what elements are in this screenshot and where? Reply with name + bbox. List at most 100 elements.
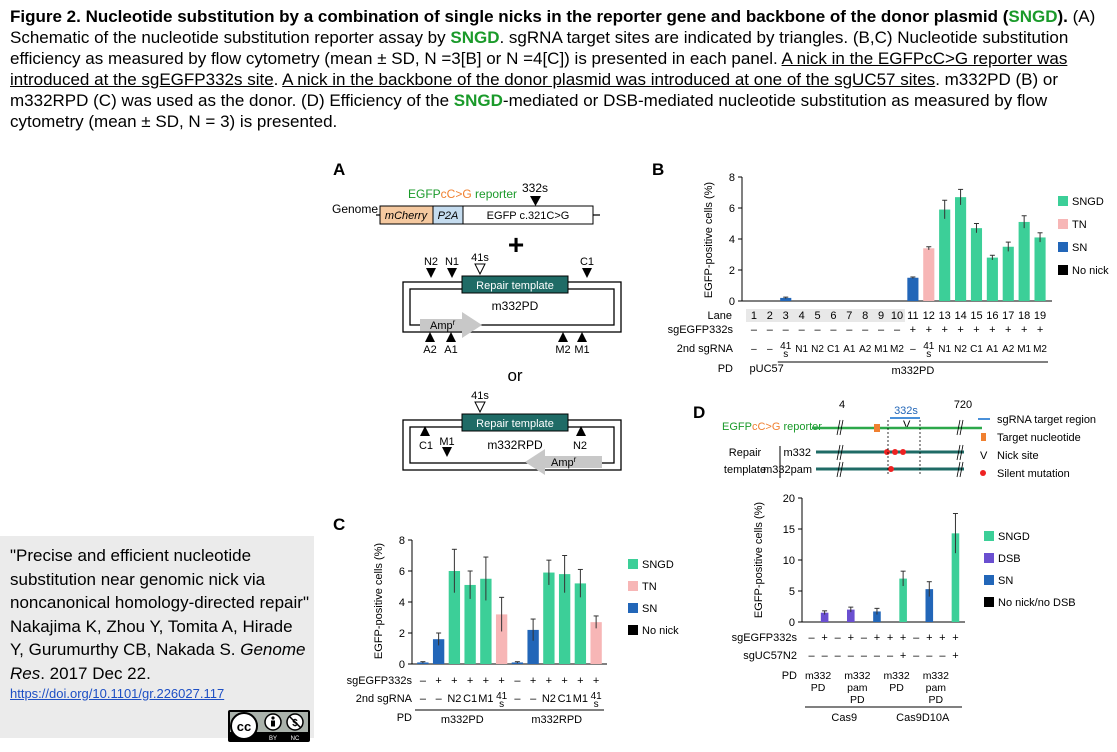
reporter-d-label: EGFPcC>G reporter [722,421,822,433]
site-n1-label: N1 [445,256,459,268]
row2-value: N1 [938,344,951,355]
row1-value: + [561,675,567,687]
lane-number: 1 [751,310,757,322]
row1-value: + [467,675,473,687]
row2-value: – [420,693,427,705]
row2-label: sgUC57N2 [743,650,797,662]
site-332s-d-label: 332s [894,405,918,417]
y-tick-label: 4 [729,234,735,246]
row2-value: M2 [890,344,904,355]
row1-value: – [799,324,806,336]
row1-value: – [751,324,758,336]
bar [820,612,829,622]
figure-caption: Figure 2. Nucleotide substitution by a c… [10,7,1096,131]
bar [527,629,539,664]
row1-value: + [1037,324,1043,336]
triangle-41s-b-icon [474,401,486,414]
row1-value: + [900,632,906,644]
bar [923,248,935,301]
row2-value: M1 [1017,344,1031,355]
repair-template-b-text: Repair template [476,418,554,430]
triangle-n1-icon [447,268,457,278]
row2-value: 41 s [780,341,792,360]
row1-value: – [862,324,869,336]
triangle-332s-icon [530,196,541,206]
bar [811,300,824,302]
row1-value: + [848,632,854,644]
lane-number: 9 [878,310,884,322]
enzyme-label-2: Cas9D10A [896,712,950,724]
row1-value: – [846,324,853,336]
pd-group-label: m332 PD [805,670,831,694]
site-332s-label: 332s [522,181,548,195]
enzyme-label-1: Cas9 [831,712,857,724]
panel-d-yaxis: 0 5 10 15 20 [783,493,965,629]
bar [860,621,868,623]
pd-group-label: m332 pam PD [844,670,870,706]
y-tick-label: 6 [399,566,405,578]
bar [495,614,508,664]
legend-label: SN [642,603,657,615]
row2-value: N2 [954,344,967,355]
row2-value: – [751,344,757,355]
bar [859,300,871,302]
row2-label: 2nd sgRNA [356,693,413,705]
row2-value: – [530,693,537,705]
template-d-label: template [724,464,766,476]
bar [1002,246,1014,301]
row1-value: + [1005,324,1011,336]
legend-label: SNGD [642,559,674,571]
row1-value: + [887,632,893,644]
doi-link[interactable]: https://doi.org/10.1101/gr.226027.117 [10,686,225,701]
bar [951,533,960,622]
or-label: or [507,366,522,385]
schema-legend-label: sgRNA target region [997,414,1096,426]
row1-value: + [483,675,489,687]
legend-label: No nick/no DSB [998,597,1076,609]
row1-value: + [530,675,536,687]
lane-number: 8 [862,310,868,322]
legend-label: SNGD [1072,196,1104,208]
schema-legend-label: Nick site [997,450,1039,462]
legend-label: No nick [1072,265,1109,277]
y-tick-label: 6 [729,203,735,215]
pos-end-label: 720 [954,399,972,411]
row1-value: + [435,675,441,687]
row2-value: + [952,650,958,662]
bar [543,572,555,664]
legend-swatch [984,531,994,541]
y-tick-label: 2 [399,628,405,640]
repair-template-box [461,275,569,294]
repair-d-label: Repair [729,447,762,459]
y-tick-label: 5 [789,586,795,598]
row2-value: – [848,650,855,662]
legend-label: SN [998,575,1013,587]
legend-dot-icon [980,470,986,476]
panel-d-chart: D 4 720 332s V EGFPcC>G reporter Repair … [693,399,1096,724]
row2-value: M1 [478,693,493,705]
citation-box: "Precise and efficient nucleotide substi… [0,536,314,738]
legend-label: No nick [642,625,679,637]
row2-value: – [874,650,881,662]
legend-swatch [984,597,994,607]
legend-square-icon [981,433,986,441]
row1-value: + [957,324,963,336]
row2-value: C1 [463,693,477,705]
site-a2-label: A2 [423,344,436,356]
lane-number: 5 [814,310,820,322]
schema-legend-label: Target nucleotide [997,432,1081,444]
lane-number: 11 [907,310,918,322]
bar [833,621,842,623]
row1-value: + [989,324,995,336]
panel-d-label: D [693,403,705,422]
citation-text: "Precise and efficient nucleotide substi… [10,546,309,683]
panel-b-condition-rows: 1––2––3–41 s4–N15–N26–C17–A18–A29–M110–M2… [668,309,1048,377]
bar [843,300,855,302]
bar [558,574,571,664]
legend-swatch [628,581,638,591]
bar [748,300,760,302]
row2-value: A2 [859,344,872,355]
lane-number: 10 [891,310,903,322]
site-41s-label: 41s [471,252,489,264]
